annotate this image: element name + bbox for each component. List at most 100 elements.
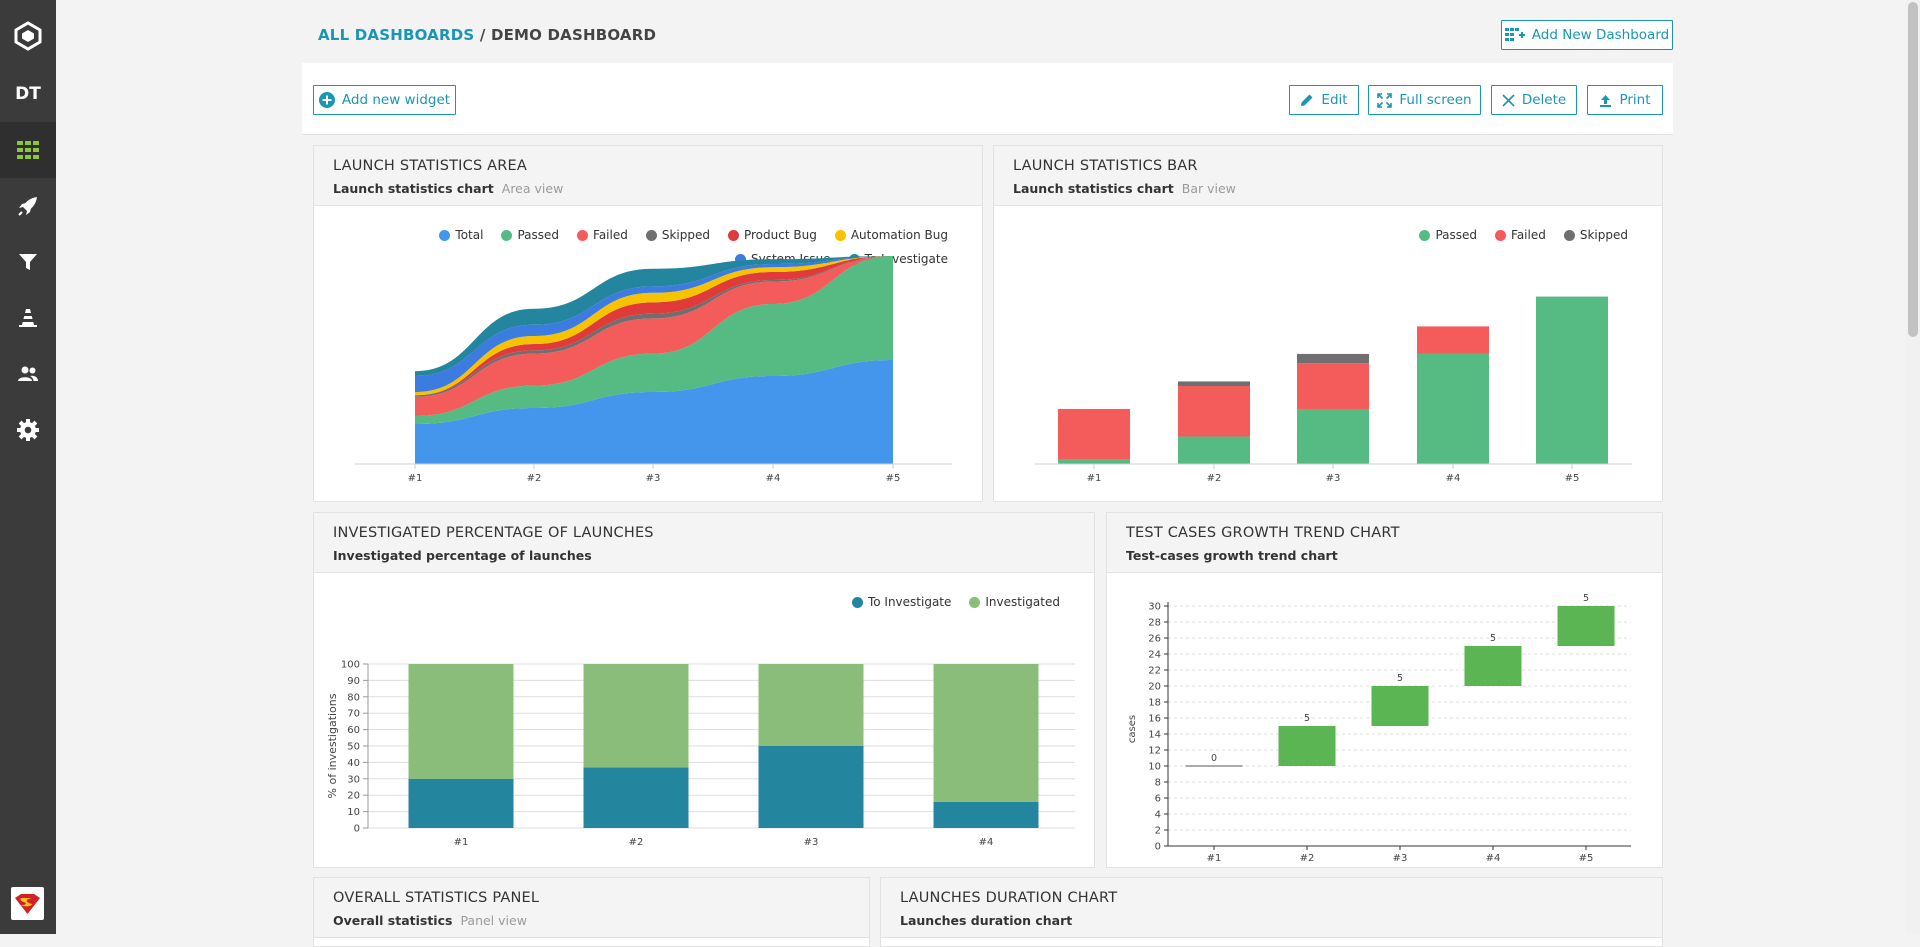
- x-tick-label: #1: [1087, 473, 1102, 484]
- y-tick-label: 18: [1148, 698, 1161, 709]
- widget-header[interactable]: LAUNCHES DURATION CHART Launches duratio…: [881, 878, 1662, 938]
- y-tick-label: 30: [1148, 602, 1161, 613]
- full-screen-button[interactable]: Full screen: [1368, 85, 1481, 115]
- y-tick-label: 4: [1155, 810, 1161, 821]
- legend-label: Passed: [517, 228, 560, 242]
- bar-segment: [1417, 326, 1489, 354]
- y-tick-label: 70: [347, 709, 360, 720]
- x-tick-label: #4: [1446, 473, 1461, 484]
- y-tick-label: 40: [347, 758, 360, 769]
- legend-item[interactable]: To Investigate: [851, 595, 952, 609]
- widget-title: TEST CASES GROWTH TREND CHART: [1126, 525, 1400, 541]
- widget-title: LAUNCH STATISTICS BAR: [1013, 158, 1198, 174]
- page-scrollbar[interactable]: [1906, 0, 1920, 934]
- bar-segment: [1178, 436, 1250, 464]
- y-tick-label: 10: [1148, 762, 1161, 773]
- widget-view-type: Area view: [501, 181, 564, 196]
- project-selector[interactable]: DT: [0, 66, 56, 122]
- rocket-icon: [18, 197, 37, 216]
- logo-icon[interactable]: [0, 8, 56, 64]
- legend-dot-icon: [727, 229, 739, 241]
- x-tick-label: #2: [1207, 473, 1222, 484]
- legend-dot-icon: [1419, 229, 1431, 241]
- widget-header[interactable]: LAUNCH STATISTICS AREA Launch statistics…: [314, 146, 982, 206]
- y-tick-label: 50: [347, 742, 360, 753]
- legend-dot-icon: [1495, 229, 1507, 241]
- x-tick-label: #3: [1326, 473, 1341, 484]
- y-tick-label: 100: [341, 660, 360, 671]
- edit-button[interactable]: Edit: [1289, 85, 1359, 115]
- legend-item[interactable]: Failed: [1495, 228, 1546, 242]
- sidebar-item-filters[interactable]: [0, 234, 56, 290]
- edit-label: Edit: [1321, 92, 1348, 108]
- legend-item[interactable]: Investigated: [969, 595, 1060, 609]
- legend-item[interactable]: Product Bug: [727, 228, 817, 242]
- widget-header[interactable]: INVESTIGATED PERCENTAGE OF LAUNCHES Inve…: [314, 513, 1094, 573]
- growth-bar: [1371, 686, 1429, 726]
- widget-subtitle-text: Launch statistics chart: [1013, 181, 1174, 196]
- y-tick-label: 80: [347, 692, 360, 703]
- bar-segment: [408, 778, 514, 828]
- bar-segment: [1178, 386, 1250, 437]
- data-label: 5: [1397, 673, 1403, 684]
- legend-label: To Investigate: [867, 595, 952, 609]
- y-tick-label: 6: [1155, 794, 1161, 805]
- x-tick-label: #4: [979, 837, 994, 848]
- widget-header[interactable]: LAUNCH STATISTICS BAR Launch statistics …: [994, 146, 1662, 206]
- chart-legend: Passed Failed Skipped: [1228, 228, 1628, 242]
- avatar[interactable]: [11, 887, 44, 920]
- legend-item[interactable]: Passed: [501, 228, 559, 242]
- sidebar-item-settings[interactable]: [0, 402, 56, 458]
- legend-dot-icon: [1563, 229, 1575, 241]
- legend-item[interactable]: Passed: [1419, 228, 1477, 242]
- widget-header[interactable]: TEST CASES GROWTH TREND CHART Test-cases…: [1107, 513, 1662, 573]
- add-new-widget-label: Add new widget: [341, 92, 451, 108]
- widget-subtitle: Test-cases growth trend chart: [1126, 548, 1338, 563]
- add-new-dashboard-button[interactable]: Add New Dashboard: [1501, 20, 1673, 50]
- legend-label: Failed: [1511, 228, 1546, 242]
- breadcrumb-all-dashboards-link[interactable]: ALL DASHBOARDS: [318, 26, 475, 44]
- widget-investigated-percentage: INVESTIGATED PERCENTAGE OF LAUNCHES Inve…: [313, 512, 1095, 868]
- x-tick-label: #3: [1393, 853, 1408, 864]
- y-axis-label: cases: [1127, 715, 1138, 743]
- delete-button[interactable]: Delete: [1491, 85, 1577, 115]
- delete-label: Delete: [1521, 92, 1567, 108]
- legend-item[interactable]: Skipped: [1563, 228, 1628, 242]
- growth-chart: 024681012141618202224262830cases0#15#25#…: [1127, 593, 1631, 864]
- bar-segment: [758, 746, 864, 828]
- sidebar-item-members[interactable]: [0, 346, 56, 402]
- widget-subtitle: Investigated percentage of launches: [333, 548, 592, 563]
- widget-header[interactable]: OVERALL STATISTICS PANEL Overall statist…: [314, 878, 869, 938]
- print-button[interactable]: Print: [1587, 85, 1663, 115]
- bar-segment: [583, 664, 689, 768]
- close-icon: [1502, 93, 1515, 107]
- growth-bar: [1557, 606, 1615, 646]
- y-tick-label: 2: [1155, 826, 1161, 837]
- sidebar-item-debug[interactable]: [0, 290, 56, 346]
- legend-dot-icon: [577, 229, 589, 241]
- sidebar-item-launches[interactable]: [0, 178, 56, 234]
- project-initials: DT: [15, 84, 41, 104]
- x-tick-label: #4: [1486, 853, 1501, 864]
- bar-segment: [1297, 363, 1369, 409]
- y-tick-label: 28: [1148, 618, 1161, 629]
- sidebar-item-dashboards[interactable]: [0, 122, 56, 178]
- widget-title: LAUNCHES DURATION CHART: [900, 890, 1118, 906]
- plus-circle-icon: [318, 92, 335, 108]
- add-new-widget-button[interactable]: Add new widget: [313, 85, 456, 115]
- legend-item[interactable]: Failed: [577, 228, 628, 242]
- legend-label: Passed: [1435, 228, 1478, 242]
- bar-chart: #1 #2 #3 #4 #5: [1035, 296, 1632, 484]
- legend-item[interactable]: Skipped: [645, 228, 710, 242]
- breadcrumb: ALL DASHBOARDS / DEMO DASHBOARD: [318, 26, 656, 44]
- y-tick-label: 12: [1148, 746, 1161, 757]
- area-series: [415, 256, 893, 397]
- bar-segment: [1417, 353, 1489, 464]
- growth-bar: [1464, 646, 1522, 686]
- legend-item[interactable]: Total: [439, 228, 483, 242]
- y-tick-label: 26: [1148, 634, 1161, 645]
- scrollbar-thumb[interactable]: [1908, 2, 1918, 337]
- bar-segment: [1058, 408, 1130, 460]
- legend-item[interactable]: Automation Bug: [834, 228, 948, 242]
- y-tick-label: 8: [1155, 778, 1161, 789]
